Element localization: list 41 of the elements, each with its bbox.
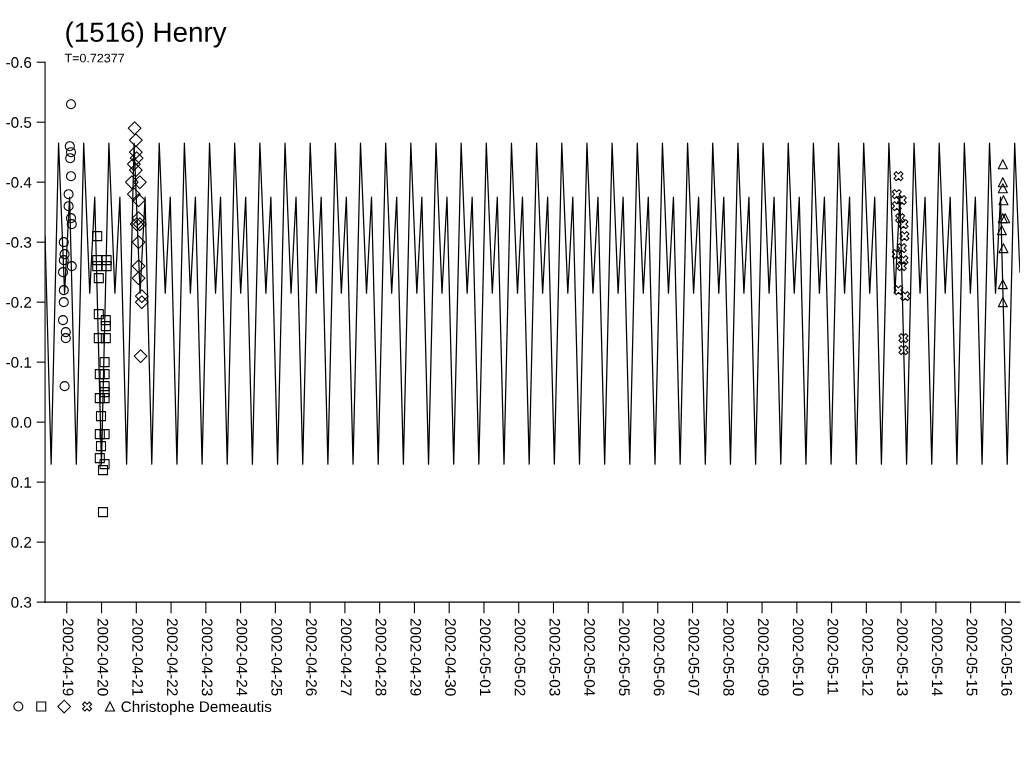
x-tick-label: 2002-05-16	[1001, 618, 1013, 696]
y-tick-label: -0.5	[6, 117, 32, 128]
x-tick-label: 2002-04-21	[132, 618, 144, 696]
x-tick-label: 2002-04-30	[445, 618, 456, 696]
x-tick-label: 2002-05-07	[688, 618, 700, 696]
chart-subtitle: T=0.72377	[64, 53, 124, 63]
x-tick-label: 2002-05-06	[653, 618, 665, 696]
y-tick-label: -0.3	[6, 237, 32, 248]
x-tick-label: 2002-04-20	[97, 618, 109, 696]
x-tick-label: 2002-04-28	[375, 618, 387, 696]
x-tick-label: 2002-05-12	[862, 618, 874, 696]
chart-title: (1516) Henry	[66, 21, 227, 48]
y-tick-label: 0.1	[11, 477, 32, 488]
y-tick-label: 0.3	[11, 596, 32, 608]
x-tick-label: 2002-04-29	[410, 618, 422, 696]
x-tick-label: 2002-04-26	[306, 618, 317, 696]
x-tick-label: 2002-05-11	[827, 618, 839, 695]
x-tick-label: 2002-04-23	[201, 618, 213, 696]
x-tick-label: 2002-05-01	[479, 618, 491, 696]
x-tick-label: 2002-05-14	[931, 618, 943, 696]
x-tick-label: 2002-05-03	[549, 618, 561, 696]
y-tick-label: 0.0	[11, 417, 32, 428]
x-tick-label: 2002-04-19	[62, 618, 74, 696]
x-tick-label: 2002-04-24	[236, 618, 248, 696]
y-tick-label: -0.6	[6, 57, 32, 68]
y-tick-label: 0.2	[11, 536, 32, 548]
legend-label: Christophe Demeautis	[121, 700, 272, 716]
x-tick-label: 2002-04-22	[166, 618, 178, 696]
x-tick-label: 2002-05-02	[514, 618, 526, 696]
x-tick-label: 2002-04-25	[271, 618, 283, 696]
x-tick-label: 2002-05-04	[584, 618, 595, 696]
x-tick-label: 2002-05-08	[723, 618, 735, 696]
y-tick-label: -0.1	[6, 357, 32, 368]
y-tick-label: -0.4	[6, 177, 32, 188]
x-tick-label: 2002-05-15	[966, 618, 978, 696]
x-tick-label: 2002-05-10	[792, 618, 804, 696]
x-tick-label: 2002-05-13	[897, 618, 908, 696]
x-tick-label: 2002-05-09	[757, 618, 769, 696]
y-tick-label: -0.2	[6, 297, 32, 308]
x-tick-label: 2002-04-27	[340, 618, 352, 696]
x-tick-label: 2002-05-05	[618, 618, 630, 696]
